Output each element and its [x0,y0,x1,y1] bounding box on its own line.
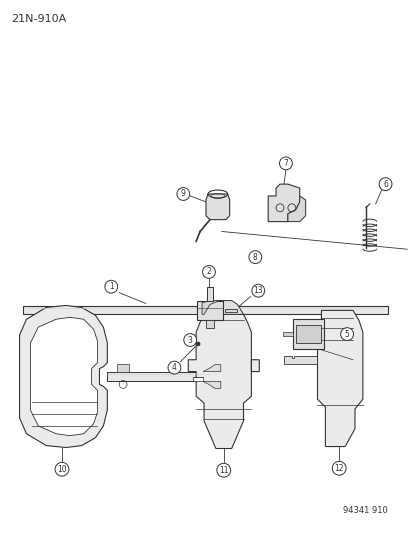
Polygon shape [30,317,97,435]
Circle shape [248,251,261,263]
Bar [282,332,292,336]
Circle shape [183,334,196,346]
Circle shape [55,462,69,476]
Polygon shape [268,184,299,222]
Circle shape [378,177,391,190]
Polygon shape [202,382,220,389]
Polygon shape [202,365,220,372]
Polygon shape [283,356,317,364]
Text: 8: 8 [252,253,257,262]
Text: 3: 3 [188,335,192,344]
Bar [292,319,324,349]
Circle shape [176,188,189,200]
Text: 6: 6 [382,180,387,189]
Circle shape [202,265,215,278]
Text: 13: 13 [253,286,263,295]
Text: 5: 5 [344,329,349,338]
Circle shape [251,284,264,297]
Circle shape [340,328,353,341]
Polygon shape [204,301,243,314]
Circle shape [216,463,230,477]
Circle shape [279,157,292,170]
Polygon shape [19,305,107,448]
Text: 4: 4 [171,363,176,372]
Text: 1: 1 [109,282,114,291]
Text: 94341 910: 94341 910 [342,506,387,515]
Bar [107,372,220,382]
Text: 11: 11 [218,466,228,475]
Bar [117,364,129,372]
Polygon shape [287,196,305,222]
Text: 7: 7 [283,159,288,168]
Bar [193,376,202,382]
Polygon shape [22,306,387,314]
Bar [206,287,212,301]
Bar [224,309,236,312]
Bar [206,320,214,328]
Circle shape [196,342,199,346]
Circle shape [168,361,180,374]
Text: 10: 10 [57,465,66,474]
Text: 9: 9 [180,190,185,198]
Bar [197,301,222,320]
Text: 2: 2 [206,268,211,277]
Circle shape [332,462,345,475]
Text: 12: 12 [334,464,343,473]
Circle shape [104,280,117,293]
Polygon shape [188,314,259,449]
Polygon shape [202,301,219,314]
Polygon shape [206,194,229,220]
Polygon shape [317,310,362,447]
Bar [295,325,320,343]
Text: 21N-910A: 21N-910A [11,14,66,25]
